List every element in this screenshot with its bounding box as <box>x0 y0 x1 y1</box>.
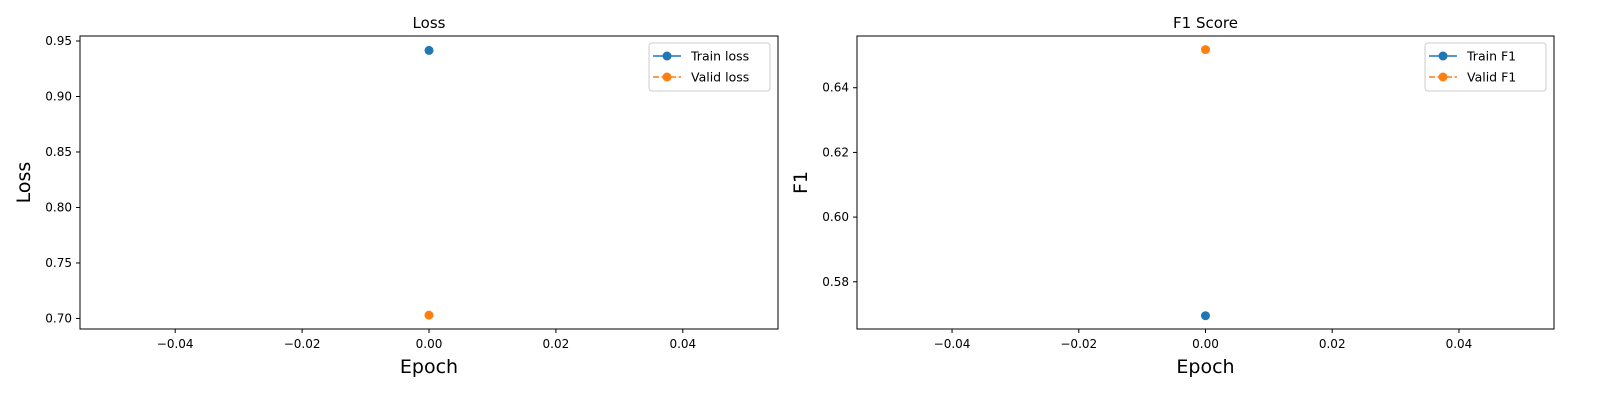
chart-1-legend: Train loss Valid loss <box>648 42 771 92</box>
chart-2-legend-marker <box>1438 72 1448 82</box>
chart-2-x-tick-label: −0.04 <box>934 337 971 351</box>
chart-2-series-2-point <box>1201 45 1210 55</box>
chart-1-x-axis-label: Epoch <box>400 356 458 378</box>
chart-1-legend-item: Train loss <box>653 49 749 64</box>
chart-2-legend-item: Train F1 <box>1429 49 1516 64</box>
chart-1-x-tick-label: 0.04 <box>669 337 696 351</box>
chart-1-x-tick-label: −0.02 <box>284 337 321 351</box>
chart-2-x-tick-label: −0.02 <box>1060 337 1097 351</box>
chart-1-legend-label: Valid loss <box>691 70 749 85</box>
chart-1-x-tick-label: 0.00 <box>416 337 443 351</box>
chart-1-y-tick-label: 0.80 <box>45 200 72 214</box>
chart-2-legend-label: Valid F1 <box>1467 70 1516 85</box>
chart-1-y-tick-label: 0.70 <box>45 311 72 325</box>
chart-1: Loss −0.04 −0.02 0.00 0.02 0.04 0.70 0.75 0.80 0.… <box>13 14 779 378</box>
chart-2: F1 Score −0.04 −0.02 0.00 0.02 0.04 0.58 0.60 0.… <box>790 14 1555 378</box>
chart-1-x-tick-label: 0.02 <box>543 337 570 351</box>
chart-2-x-axis-label: Epoch <box>1176 356 1234 378</box>
chart-2-x-tick-label: 0.04 <box>1446 337 1473 351</box>
chart-1-series-2-point <box>424 310 434 320</box>
chart-2-x-tick-label: 0.00 <box>1192 337 1219 351</box>
chart-1-y-axis-label: Loss <box>13 162 35 204</box>
chart-1-y-tick-label: 0.75 <box>45 256 72 270</box>
chart-2-y-tick-label: 0.60 <box>822 210 849 224</box>
chart-2-legend-item: Valid F1 <box>1429 70 1516 85</box>
chart-1-title: Loss <box>413 14 446 32</box>
chart-2-legend: Train F1 Valid F1 <box>1424 42 1547 92</box>
chart-1-series-1-point <box>424 45 434 55</box>
chart-2-x-tick-label: 0.02 <box>1319 337 1346 351</box>
chart-2-y-tick-label: 0.64 <box>822 81 849 95</box>
chart-1-legend-item: Valid loss <box>653 70 749 85</box>
chart-2-title: F1 Score <box>1173 14 1238 32</box>
chart-2-y-tick-label: 0.58 <box>822 275 849 289</box>
chart-2-series-1-point <box>1201 311 1210 321</box>
chart-1-legend-box <box>648 42 771 92</box>
chart-1-legend-marker <box>662 72 672 82</box>
chart-2-y-axis-label: F1 <box>790 171 812 194</box>
chart-2-legend-marker <box>1438 51 1448 61</box>
chart-1-legend-marker <box>662 51 672 61</box>
chart-1-legend-label: Train loss <box>690 49 749 64</box>
chart-1-y-tick-label: 0.90 <box>45 89 72 103</box>
chart-2-legend-box <box>1424 42 1547 92</box>
chart-1-y-tick-label: 0.95 <box>45 34 72 48</box>
chart-1-y-tick-label: 0.85 <box>45 145 72 159</box>
chart-2-y-tick-label: 0.62 <box>822 145 849 159</box>
chart-1-x-tick-label: −0.04 <box>157 337 194 351</box>
chart-2-legend-label: Train F1 <box>1466 49 1516 64</box>
